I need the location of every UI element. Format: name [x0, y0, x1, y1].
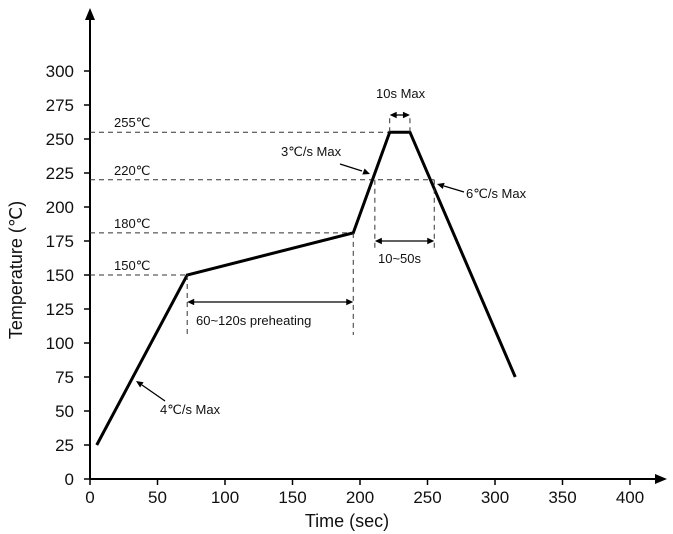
y-tick-label: 100 — [46, 334, 74, 353]
y-axis-arrow — [85, 8, 95, 20]
tal-arrow-head-right — [427, 237, 435, 245]
y-tick-label: 25 — [55, 436, 74, 455]
series — [95, 130, 517, 446]
reference-line-label: 150℃ — [114, 258, 150, 273]
y-tick-label: 150 — [46, 266, 74, 285]
y-tick-label: 0 — [65, 470, 74, 489]
reference-line-label: 180℃ — [114, 216, 150, 231]
x-axis-arrow — [655, 474, 667, 484]
preheat-arrow-head-left — [187, 298, 195, 306]
annotations: 60~120s preheating 10~50s 10s Max 4℃/s Max 3… — [136, 86, 527, 417]
reference-line-label: 220℃ — [114, 163, 150, 178]
tal-label: 10~50s — [378, 251, 422, 266]
peak-arrow-head-right — [402, 111, 410, 119]
x-tick-label: 350 — [548, 488, 576, 507]
y-tick-label: 75 — [55, 368, 74, 387]
x-tick-label: 400 — [616, 488, 644, 507]
y-tick-label: 200 — [46, 198, 74, 217]
preheat-label: 60~120s preheating — [196, 313, 311, 328]
reference-lines: 255℃ 220℃ 180℃ 150℃ — [90, 115, 435, 276]
y-tick-label: 50 — [55, 402, 74, 421]
ramp-up-pointer — [141, 384, 166, 402]
x-tick-label: 100 — [211, 488, 239, 507]
x-tick-label: 300 — [481, 488, 509, 507]
x-tick-label: 150 — [278, 488, 306, 507]
x-axis-title: Time (sec) — [305, 511, 389, 531]
series-line-temperature-profile — [95, 130, 517, 446]
x-tick-label: 0 — [85, 488, 94, 507]
x-tick-label: 50 — [148, 488, 167, 507]
y-tick-label: 125 — [46, 300, 74, 319]
y-tick-label: 250 — [46, 130, 74, 149]
peak-arrow-head-left — [389, 111, 397, 119]
peak-time-label: 10s Max — [376, 86, 426, 101]
y-tick-label: 225 — [46, 164, 74, 183]
ramp-reflow-label: 3℃/s Max — [281, 144, 342, 159]
tal-arrow-head-left — [374, 237, 382, 245]
y-axis-title: Temperature (℃) — [6, 201, 26, 339]
ramp-reflow-pointer-head — [362, 168, 370, 175]
ramp-up-label: 4℃/s Max — [160, 402, 221, 417]
x-tick-label: 250 — [413, 488, 441, 507]
ramp-down-pointer — [443, 185, 465, 193]
x-tick-label: 200 — [346, 488, 374, 507]
y-tick-label: 175 — [46, 232, 74, 251]
y-tick-label: 275 — [46, 96, 74, 115]
ramp-reflow-pointer — [339, 163, 363, 172]
reference-line-label: 255℃ — [114, 115, 150, 130]
ramp-down-label: 6℃/s Max — [466, 186, 527, 201]
ramp-up-pointer-head — [136, 381, 144, 388]
preheat-arrow-head-right — [346, 298, 354, 306]
axes: 0 50 100 150 200 250 300 350 400 0 25 50 75 100 125 150… — [46, 8, 667, 507]
ramp-down-pointer-head — [437, 182, 445, 189]
y-tick-label: 300 — [46, 62, 74, 81]
